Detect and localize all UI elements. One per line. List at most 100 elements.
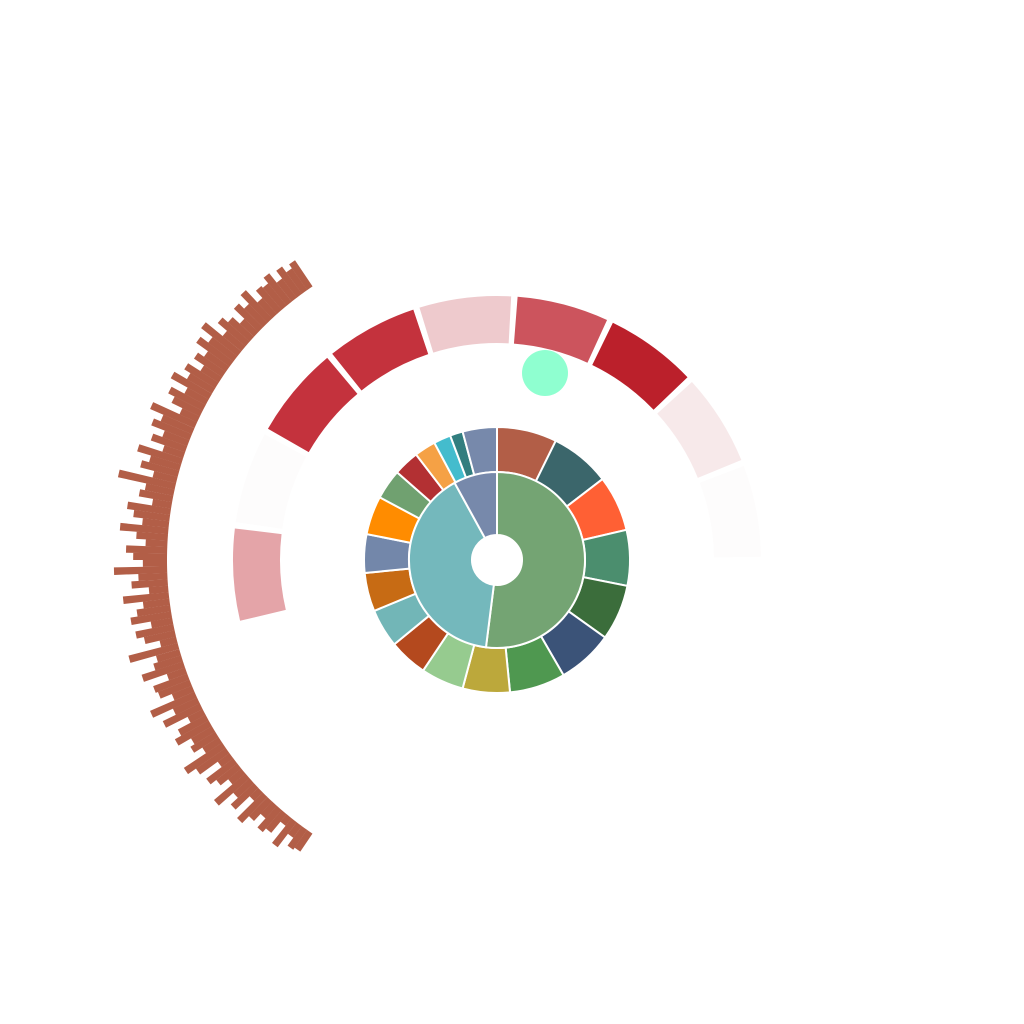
radial-bar: [228, 768, 246, 785]
radial-bar: [153, 655, 184, 671]
radial-bar: [184, 363, 219, 389]
radial-bar: [122, 592, 170, 604]
heatmap-cell: [267, 357, 358, 453]
radial-bar: [138, 489, 174, 503]
radial-bar: [136, 604, 172, 617]
radial-bar: [119, 522, 169, 535]
heatmap-cell: [699, 466, 761, 558]
radial-bar: [216, 763, 242, 786]
radial-bar: [193, 352, 226, 378]
radial-bar: [179, 408, 200, 423]
radial-bar: [289, 260, 313, 291]
radial-bar: [151, 418, 192, 441]
radial-bar: [138, 572, 168, 582]
radial-bar: [195, 747, 230, 775]
radial-bar: [131, 579, 169, 589]
radial-bar: [162, 430, 190, 447]
radial-bar: [265, 810, 287, 833]
radial-bar: [171, 685, 195, 701]
radial-bar: [183, 742, 226, 775]
sunburst-inner-slice: [453, 470, 498, 540]
radial-bar: [168, 386, 206, 411]
radial-bar: [125, 545, 168, 554]
radial-bar: [206, 758, 238, 785]
radial-bar: [255, 285, 282, 315]
radial-bar: [272, 818, 297, 848]
highlight-marker: [522, 350, 568, 396]
radial-bar: [144, 483, 175, 496]
radial-bar: [159, 636, 178, 648]
heatmap-cell: [592, 322, 688, 410]
radial-bar: [263, 273, 292, 306]
sunburst-inner-ring: [408, 470, 586, 649]
radial-bar: [248, 796, 273, 821]
radial-bar: [240, 290, 273, 323]
radial-bar: [243, 303, 268, 328]
radial-bar: [190, 731, 219, 753]
radial-bar: [213, 773, 250, 806]
radial-bar: [150, 402, 198, 429]
radial-bar: [149, 455, 182, 471]
radial-bar: [187, 709, 206, 723]
radial-bar: [260, 801, 277, 819]
radial-bar: [126, 501, 172, 515]
radial-bar: [150, 433, 188, 453]
radial-bar: [137, 444, 184, 465]
radial-bar: [171, 396, 203, 417]
radial-bar: [174, 720, 212, 746]
radial-bar: [233, 778, 254, 798]
radial-bar: [117, 469, 177, 490]
heatmap-cell: [235, 434, 307, 529]
radial-bar: [130, 611, 173, 625]
radial-bar: [140, 460, 180, 478]
radial-bar: [148, 585, 169, 595]
radial-bar: [239, 318, 259, 337]
radial-bar: [152, 470, 178, 484]
radial-bar: [217, 753, 234, 768]
radial-bar: [143, 630, 177, 645]
radial-bar: [280, 814, 292, 826]
radial-bar: [166, 667, 188, 681]
sunburst-inner-slice: [484, 470, 586, 649]
radial-bar: [133, 552, 168, 560]
radial-bar: [262, 283, 287, 310]
radial-bar: [157, 679, 192, 699]
radial-bar: [249, 787, 263, 802]
radial-bar: [153, 673, 190, 693]
radial-bar: [196, 336, 234, 367]
heatmap-cell: [233, 528, 286, 621]
radial-bar: [177, 714, 209, 736]
radial-bar: [133, 509, 171, 522]
radial-bar: [141, 661, 186, 682]
radial-bar: [135, 623, 175, 639]
radial-bar: [150, 691, 198, 718]
radial-bar: [186, 373, 216, 394]
radial-bar: [257, 297, 277, 319]
radial-heatmap-ring: [233, 296, 761, 621]
radial-bar: [287, 826, 308, 850]
radial-bar: [201, 322, 242, 357]
radial-bar: [227, 317, 255, 342]
radial-bar: [286, 268, 308, 294]
radial-bar: [160, 414, 195, 435]
radial-bar: [162, 703, 203, 728]
radial-bar: [151, 498, 173, 509]
radial-bar: [276, 266, 303, 298]
radial-bar: [202, 737, 223, 754]
radial-bar: [230, 783, 259, 810]
radial-bar: [200, 365, 223, 383]
radial-bar: [170, 371, 212, 400]
radial-bar: [172, 697, 200, 715]
radial-bar: [155, 649, 182, 663]
radial-bar: [203, 351, 230, 373]
radial-bar-series: [113, 260, 313, 852]
radial-bar: [233, 303, 263, 333]
radial-bar: [145, 539, 168, 548]
radial-bar: [142, 559, 168, 567]
radial-bar: [142, 598, 171, 609]
radial-bar: [184, 387, 209, 406]
heatmap-cell: [419, 296, 512, 353]
radial-bar: [287, 822, 302, 838]
sunburst-inner-slice: [408, 481, 495, 649]
